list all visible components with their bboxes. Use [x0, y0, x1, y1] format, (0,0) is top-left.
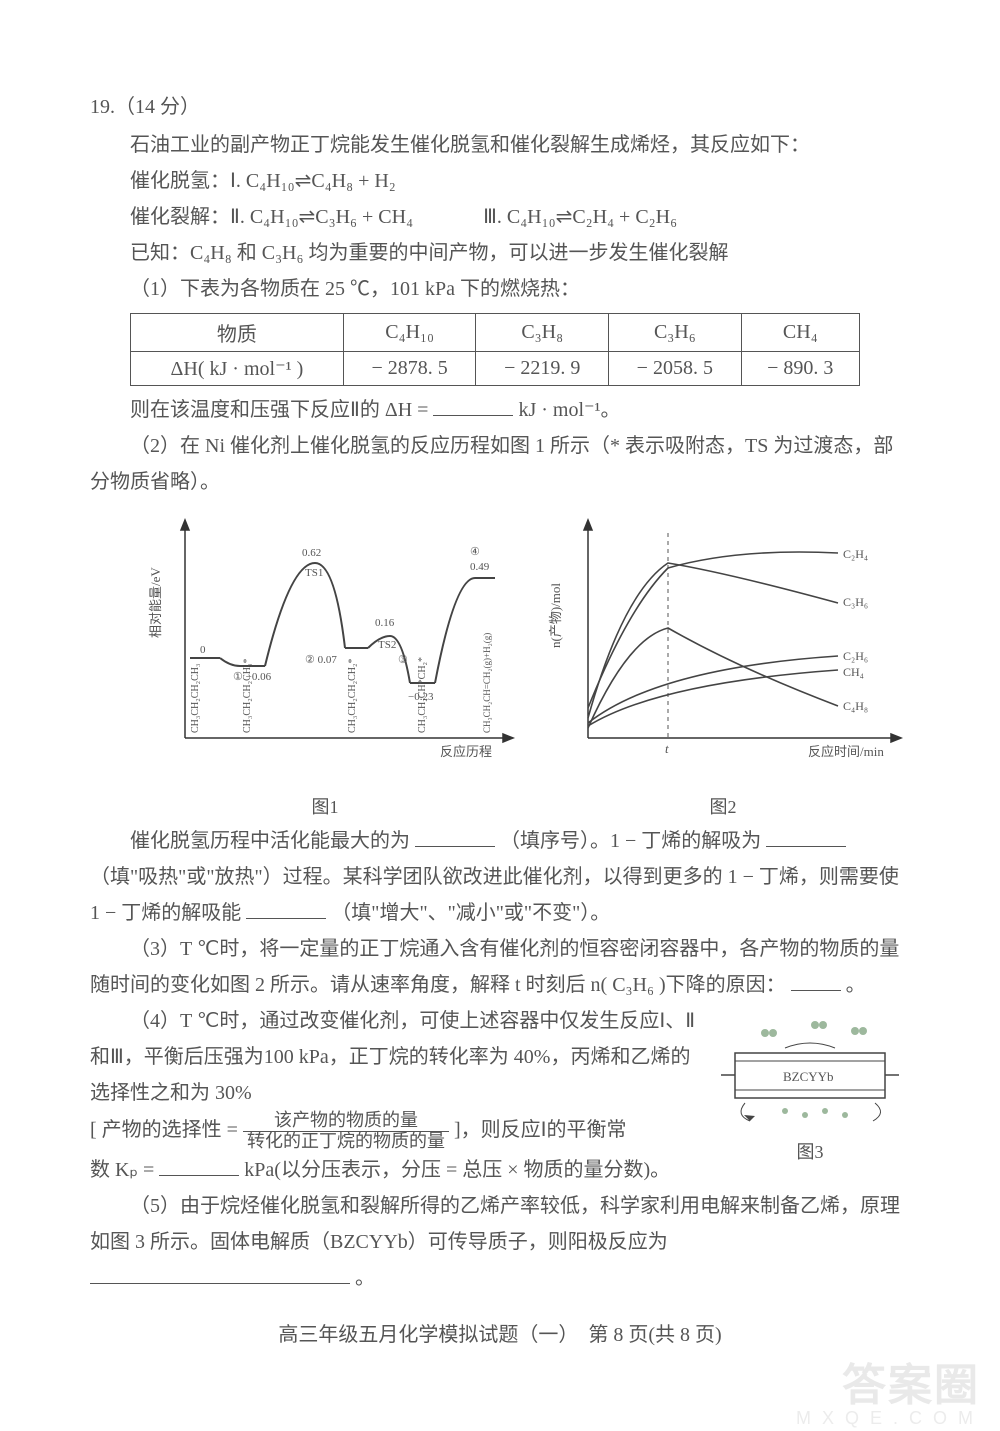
figure-row: 0 ① −0.06 0.62 TS1 ② 0.07 0.16 TS2 ③ −0.…	[130, 508, 910, 819]
table-header-row: 物质 C₄H₁₀ C₃H₈ C₃H₆ CH₄	[131, 314, 860, 352]
figure-3: BZCYYb 图3	[710, 1003, 910, 1164]
svg-text:CH₃CH₂CH=CH₂(g)+H₂(g): CH₃CH₂CH=CH₂(g)+H₂(g)	[482, 633, 492, 733]
figure-2: t C₂H₄ C₃H₆ C₂H₆ CH₄ C₄H₈ n(产物)/mol 反应时间…	[538, 508, 908, 819]
p4-bracket-r: ]，则反应Ⅰ的平衡常	[454, 1119, 627, 1141]
blank-thermo	[766, 827, 846, 847]
p1-unit: kJ · mol⁻¹。	[518, 399, 620, 421]
p2-text: （2）在 Ni 催化剂上催化脱氢的反应历程如图 1 所示（* 表示吸附态，TS …	[90, 428, 910, 500]
svg-text:③: ③	[398, 654, 408, 666]
p5-end: 。	[355, 1267, 375, 1289]
p4-unit: kPa(以分压表示，分压 = 总压 × 物质的量分数)。	[244, 1159, 670, 1181]
combustion-table: 物质 C₄H₁₀ C₃H₈ C₃H₆ CH₄ ΔH( kJ · mol⁻¹ ) …	[130, 313, 860, 386]
svg-text:② 0.07: ② 0.07	[305, 654, 337, 666]
svg-text:CH₄: CH₄	[843, 665, 864, 679]
p4-bracket-l: [ 产物的选择性 =	[90, 1119, 243, 1141]
p2-tail-d: （填"增大"、"减小"或"不变"）。	[331, 902, 610, 924]
question-number: 19.（14 分）	[90, 90, 910, 119]
p3-end: 。	[846, 974, 866, 996]
p1-text: （1）下表为各物质在 25 ℃，101 kPa 下的燃烧热：	[90, 271, 910, 307]
blank-kp	[159, 1156, 239, 1176]
p4-b-text: 数 Kₚ =	[90, 1159, 159, 1181]
blank-deltaH	[433, 396, 513, 416]
page-footer: 高三年级五月化学模拟试题（一） 第 8 页(共 8 页)	[90, 1318, 910, 1347]
fig2-caption: 图2	[538, 793, 908, 819]
svg-text:④: ④	[470, 546, 480, 558]
selectivity-fraction: 该产物的物质的量 转化的正丁烷的物质的量	[243, 1111, 449, 1152]
reaction-1: 催化脱氢：Ⅰ. C₄H₁₀⇌C₄H₈ + H₂	[90, 163, 910, 199]
reaction-3: Ⅲ. C₄H₁₀⇌C₂H₄ + C₂H₆	[483, 206, 677, 228]
svg-text:C₄H₈: C₄H₈	[843, 699, 868, 713]
table-header-cell: CH₄	[741, 314, 859, 352]
blank-change	[246, 899, 326, 919]
table-cell: − 2219. 9	[476, 352, 609, 386]
svg-text:C₂H₆: C₂H₆	[843, 649, 868, 663]
table-cell: ΔH( kJ · mol⁻¹ )	[131, 352, 344, 386]
fig3-label: BZCYYb	[783, 1069, 834, 1084]
watermark-logo: 答案圈	[842, 1349, 980, 1413]
fig1-caption: 图1	[130, 793, 520, 819]
reaction-2: 催化裂解：Ⅱ. C₄H₁₀⇌C₃H₆ + CH₄	[130, 206, 413, 228]
svg-text:CH₃CH₂CH*CH₂*: CH₃CH₂CH*CH₂*	[417, 657, 428, 733]
table-cell: − 890. 3	[741, 352, 859, 386]
p2-tail-b: （填序号）。1 − 丁烯的解吸为	[500, 830, 761, 852]
svg-text:0.49: 0.49	[470, 561, 490, 573]
svg-text:C₂H₄: C₂H₄	[843, 547, 868, 561]
table-header-cell: C₃H₈	[476, 314, 609, 352]
svg-text:0.16: 0.16	[375, 617, 395, 629]
table-header-cell: C₃H₆	[609, 314, 742, 352]
reaction-2-3: 催化裂解：Ⅱ. C₄H₁₀⇌C₃H₆ + CH₄ Ⅲ. C₄H₁₀⇌C₂H₄ +…	[90, 199, 910, 235]
svg-text:TS1: TS1	[305, 567, 323, 579]
blank-anode	[90, 1264, 350, 1284]
svg-text:CH₃CH₂CH₂CH₂*: CH₃CH₂CH₂CH₂*	[347, 658, 358, 733]
svg-text:TS2: TS2	[378, 639, 396, 651]
fig2-tmark: t	[665, 741, 669, 756]
watermark-url: M X Q E . C O M	[796, 1408, 976, 1429]
p2-tail: 催化脱氢历程中活化能最大的为 （填序号）。1 − 丁烯的解吸为 （填"吸热"或"…	[90, 823, 910, 931]
blank-reason	[791, 971, 841, 991]
svg-text:CH₃CH₂CH₂CH₃*: CH₃CH₂CH₂CH₃*	[242, 658, 253, 733]
intro-text: 石油工业的副产物正丁烷能发生催化脱氢和催化裂解生成烯烃，其反应如下：	[90, 127, 910, 163]
table-header-cell: C₄H₁₀	[343, 314, 476, 352]
frac-den: 转化的正丁烷的物质的量	[243, 1132, 449, 1152]
table-row: ΔH( kJ · mol⁻¹ ) − 2878. 5 − 2219. 9 − 2…	[131, 352, 860, 386]
svg-text:0: 0	[200, 644, 206, 656]
p5-body: （5）由于烷烃催化脱氢和裂解所得的乙烯产率较低，科学家利用电解来制备乙烯，原理如…	[90, 1195, 900, 1253]
fig1-ylabel: 相对能量/eV	[148, 567, 163, 638]
fig1-xlabel: 反应历程	[440, 744, 492, 759]
p1-tail-text: 则在该温度和压强下反应Ⅱ的 ΔH =	[130, 399, 433, 421]
frac-num: 该产物的物质的量	[243, 1111, 449, 1132]
svg-text:0.62: 0.62	[302, 547, 321, 559]
figure-2-svg: t C₂H₄ C₃H₆ C₂H₆ CH₄ C₄H₈ n(产物)/mol 反应时间…	[538, 508, 908, 788]
fig3-caption: 图3	[710, 1138, 910, 1164]
table-cell: − 2878. 5	[343, 352, 476, 386]
svg-text:C₃H₆: C₃H₆	[843, 595, 868, 609]
figure-3-svg: BZCYYb	[715, 1003, 905, 1133]
figure-1: 0 ① −0.06 0.62 TS1 ② 0.07 0.16 TS2 ③ −0.…	[130, 508, 520, 819]
figure-1-svg: 0 ① −0.06 0.62 TS1 ② 0.07 0.16 TS2 ③ −0.…	[130, 508, 520, 788]
known-text: 已知：C₄H₈ 和 C₃H₆ 均为重要的中间产物，可以进一步发生催化裂解	[90, 235, 910, 271]
fig2-xlabel: 反应时间/min	[808, 744, 884, 759]
svg-text:CH₃CH₂CH₂CH₃: CH₃CH₂CH₂CH₃	[190, 663, 201, 733]
p3-body: （3）T ℃时，将一定量的正丁烷通入含有催化剂的恒容密闭容器中，各产物的物质的量…	[90, 938, 899, 996]
p3-text: （3）T ℃时，将一定量的正丁烷通入含有催化剂的恒容密闭容器中，各产物的物质的量…	[90, 931, 910, 1003]
table-cell: − 2058. 5	[609, 352, 742, 386]
table-header-cell: 物质	[131, 314, 344, 352]
p5-text: （5）由于烷烃催化脱氢和裂解所得的乙烯产率较低，科学家利用电解来制备乙烯，原理如…	[90, 1188, 910, 1296]
blank-step	[415, 827, 495, 847]
p1-tail: 则在该温度和压强下反应Ⅱ的 ΔH = kJ · mol⁻¹。	[90, 392, 910, 428]
fig2-ylabel: n(产物)/mol	[548, 583, 563, 648]
p2-tail-a: 催化脱氢历程中活化能最大的为	[130, 830, 410, 852]
